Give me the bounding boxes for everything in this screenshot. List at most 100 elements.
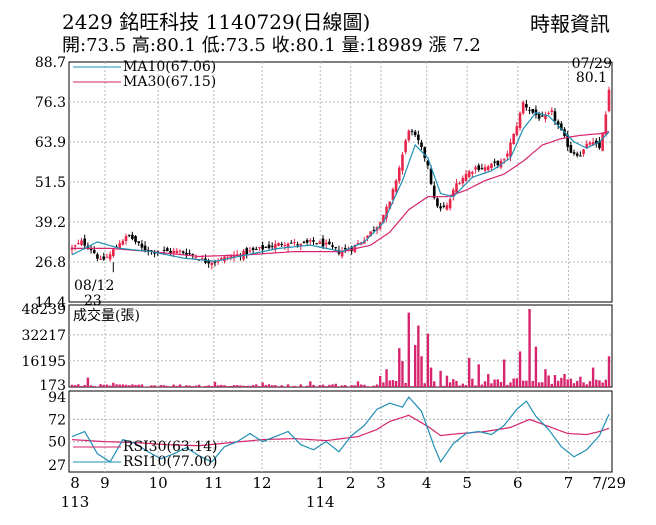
candle-down [166,248,169,252]
volume-bar [502,359,506,387]
volume-bar [347,386,350,387]
volume-bar [124,384,128,387]
candle-up [483,167,487,171]
rsi30-line [71,414,610,447]
candle-down [569,145,573,153]
candle-down [270,245,274,247]
volume-bar [461,383,465,387]
volume-bar [372,385,376,387]
candle-up [401,154,404,171]
candle-up [299,243,303,246]
candle-up [464,173,468,182]
candle-up [397,167,401,181]
volume-bar [417,325,420,387]
volume-bar [487,374,490,387]
x-tick-label: 1 [315,474,325,492]
candle-up [388,201,392,209]
candle-down [594,140,598,145]
candle-up [340,251,344,257]
volume-bar [325,386,328,387]
ma10-line [71,112,610,262]
candle-down [321,238,325,247]
volume-bar [442,385,445,387]
candle-up [445,205,449,210]
candle-up [283,244,287,246]
candle-down [162,249,166,251]
volume-bar [229,385,233,387]
volume-bar [509,382,512,387]
volume-bar [379,376,382,387]
volume-y-tick: 16195 [21,354,66,370]
candle-up [506,153,509,157]
volume-bar [601,382,604,387]
rsi-panel-frame [68,390,613,473]
volume-bar [315,386,318,387]
volume-bar [353,385,356,387]
x-tick-label: 11 [204,474,223,492]
volume-bar [118,384,121,387]
low-date-label: 08/12 [74,278,114,294]
candle-series [70,86,611,270]
volume-y-tick: 173 [39,378,66,394]
candle-up [601,133,604,151]
candle-up [108,254,112,260]
candle-down [264,246,268,248]
volume-bar [293,385,296,387]
volume-bar [547,375,550,387]
volume-bar [455,380,458,387]
candle-down [572,152,576,154]
candle-up [512,133,515,145]
volume-bar [213,381,217,387]
candle-down [426,160,430,166]
rsi-y-tick: 50 [48,435,66,451]
volume-bar [131,384,134,387]
candle-down [436,198,439,207]
volume-bar [553,375,557,387]
candle-down [315,243,318,245]
candle-down [96,254,99,259]
candle-down [127,234,131,236]
price-y-tick: 76.3 [35,95,66,111]
volume-bar [140,384,144,387]
volume-bar [550,383,554,387]
volume-bar [108,385,112,387]
candle-up [77,243,80,245]
candle-up [458,183,461,185]
candle-up [550,110,554,113]
candle-down [477,165,481,170]
rsi-y-tick: 27 [48,458,66,474]
volume-bar [598,380,601,387]
volume-bar [429,367,433,387]
candle-up [486,166,490,171]
volume-series [70,309,611,387]
volume-bar [359,384,363,387]
candle-up [467,171,471,177]
candle-up [502,159,506,161]
volume-bar [239,385,242,387]
volume-bar [490,383,493,387]
volume-bar [328,384,331,387]
volume-bar [572,383,576,387]
volume-bar [194,385,198,387]
candle-up [356,243,360,245]
volume-bar [537,382,541,387]
volume-bar [96,386,99,387]
volume-bar [283,386,287,387]
candle-down [102,256,106,260]
candle-down [420,142,423,147]
candle-up [547,112,550,114]
candle-down [153,252,156,254]
volume-bar [178,384,182,387]
candle-up [194,257,198,259]
volume-bar [496,379,499,387]
candle-up [277,242,280,246]
candle-up [585,143,589,148]
candle-down [579,155,582,157]
x-tick-label: 7/29 [592,474,626,492]
candle-up [80,240,83,245]
volume-bar [299,384,302,387]
volume-bar [350,385,353,387]
volume-bar [255,384,258,387]
x-tick-label: 12 [252,474,271,492]
candle-up [121,240,125,245]
